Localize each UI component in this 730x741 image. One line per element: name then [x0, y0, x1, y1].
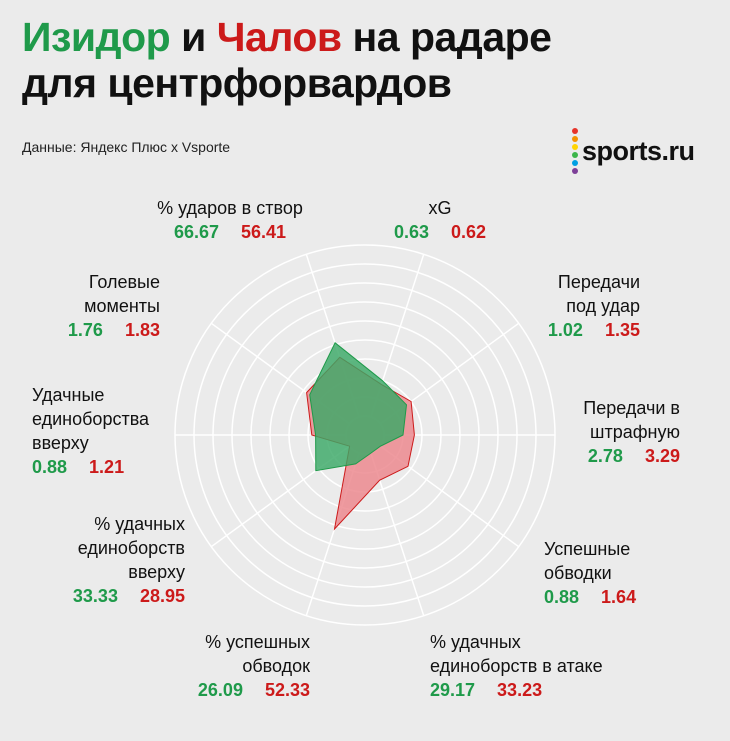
logo-dots-icon: [572, 128, 578, 174]
value-chalov: 56.41: [241, 222, 287, 242]
axis-label-9: % ударов в створ 66.67 56.41: [140, 196, 320, 244]
value-chalov: 1.21: [89, 457, 125, 477]
value-izidor: 1.02: [547, 320, 583, 340]
axis-label-1: Передачи под удар 1.02 1.35: [500, 270, 640, 342]
value-izidor: 0.88: [32, 457, 68, 477]
title-connector: и: [181, 14, 206, 60]
axis-name: Передачи под удар: [557, 272, 640, 316]
axis-name: % удачных единоборств вверху: [77, 514, 185, 582]
data-source: Данные: Яндекс Плюс x Vsporte: [22, 139, 231, 155]
value-izidor: 33.33: [72, 586, 118, 606]
axis-label-8: Голевые моменты 1.76 1.83: [50, 270, 160, 342]
value-chalov: 1.64: [601, 587, 637, 607]
value-chalov: 1.83: [124, 320, 160, 340]
logo-text: sports.ru: [582, 135, 695, 166]
title-rest: на радаре: [352, 14, 552, 60]
chart-title: Изидор и Чалов на радаре для центрфорвар…: [22, 14, 552, 106]
value-izidor: 26.09: [197, 680, 243, 700]
series-izidor-area: [309, 342, 408, 472]
axis-name: % ударов в створ: [157, 198, 303, 218]
value-izidor: 29.17: [430, 680, 476, 700]
axis-name: % успешных обводок: [205, 632, 310, 676]
title-name-izidor: Изидор: [22, 14, 171, 60]
title-name-chalov: Чалов: [216, 14, 342, 60]
sports-ru-logo[interactable]: sports.ru: [572, 128, 695, 174]
value-izidor: 0.88: [544, 587, 580, 607]
axis-label-3: Успешные обводки 0.88 1.64: [544, 537, 684, 609]
value-izidor: 66.67: [173, 222, 219, 242]
value-izidor: 0.63: [393, 222, 429, 242]
axis-name: Удачные единоборства вверху: [32, 385, 150, 453]
axis-label-5: % успешных обводок 26.09 52.33: [170, 630, 310, 702]
axis-label-6: % удачных единоборств вверху 33.33 28.95: [40, 512, 185, 608]
axis-label-7: Удачные единоборства вверху 0.88 1.21: [32, 383, 182, 479]
axis-label-0: xG 0.63 0.62: [390, 196, 490, 244]
value-chalov: 28.95: [139, 586, 185, 606]
axis-name: Передачи в штрафную: [583, 398, 680, 442]
value-izidor: 2.78: [587, 446, 623, 466]
value-chalov: 0.62: [451, 222, 487, 242]
value-izidor: 1.76: [67, 320, 103, 340]
axis-name: % удачных единоборств в атаке: [430, 632, 603, 676]
value-chalov: 3.29: [644, 446, 680, 466]
axis-name: Голевые моменты: [84, 272, 160, 316]
axis-label-2: Передачи в штрафную 2.78 3.29: [520, 396, 680, 468]
axis-label-4: % удачных единоборств в атаке 29.17 33.23: [430, 630, 630, 702]
title-line2: для центрфорвардов: [22, 60, 452, 106]
axis-name: Успешные обводки: [544, 539, 631, 583]
axis-name: xG: [428, 198, 452, 218]
value-chalov: 52.33: [264, 680, 310, 700]
value-chalov: 1.35: [604, 320, 640, 340]
value-chalov: 33.23: [497, 680, 543, 700]
